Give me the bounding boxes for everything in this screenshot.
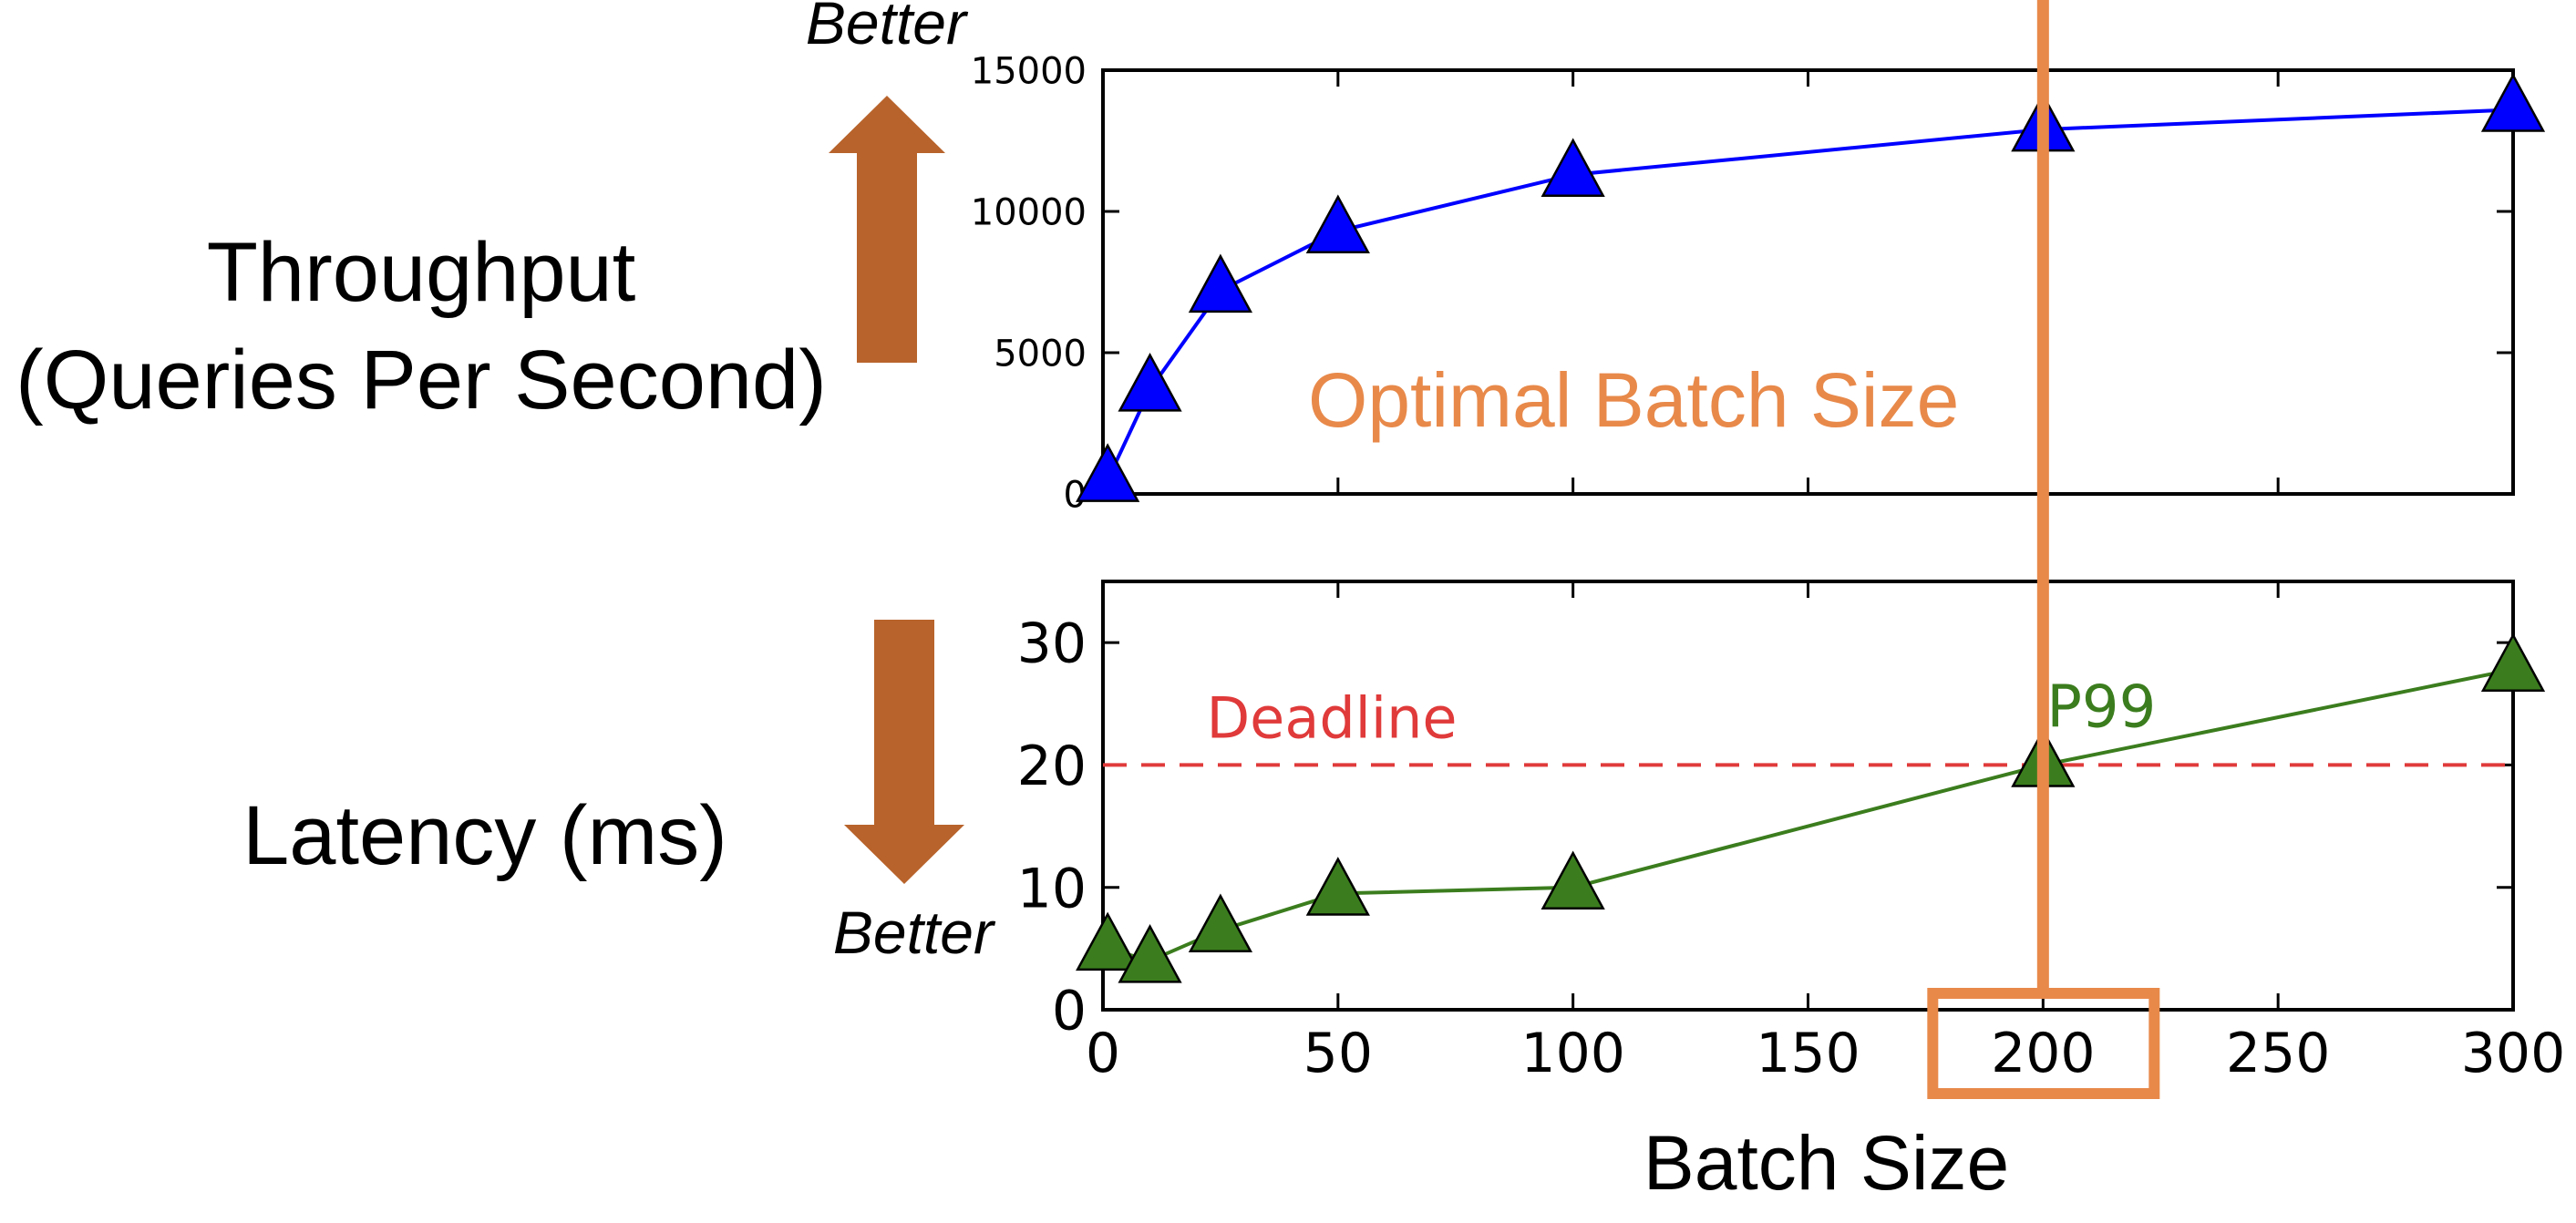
latency-x-tick-label: 200 (1991, 1022, 2096, 1085)
latency-x-tick-label: 50 (1303, 1022, 1373, 1085)
optimal-batch-box (1927, 988, 2160, 1099)
latency-y-tick-label: 0 (1052, 980, 1087, 1043)
latency-plot-frame (1101, 580, 2515, 1012)
latency-label: Latency (ms) (242, 789, 727, 882)
better-down-arrow-icon (844, 620, 964, 884)
latency-y-tick-label: 10 (1017, 857, 1087, 920)
throughput-label-line-1: Throughput (207, 226, 636, 319)
x-axis-label: Batch Size (1643, 1120, 2010, 1206)
latency-x-tick-label: 0 (1086, 1022, 1120, 1085)
throughput-data-point (1188, 253, 1253, 313)
optimal-batch-overlay: Optimal Batch Size (1308, 0, 2160, 1099)
latency-data-point (1118, 924, 1182, 983)
latency-x-tick-label: 100 (1520, 1022, 1625, 1085)
throughput-y-tick-label: 15000 (971, 50, 1087, 92)
latency-data-point (2480, 632, 2546, 693)
latency-data-point (1188, 893, 1253, 953)
latency-deadline-label: Deadline (1206, 684, 1457, 751)
better-label-down: Better (833, 899, 996, 966)
latency-data-point (1540, 850, 1605, 910)
latency-series-label: P99 (2046, 673, 2156, 741)
throughput-data-point (2480, 73, 2546, 132)
latency-y-tick-label: 20 (1017, 735, 1087, 798)
throughput-data-point (1540, 138, 1605, 198)
throughput-data-point (1076, 443, 1140, 502)
optimal-batch-label: Optimal Batch Size (1308, 357, 1959, 443)
better-arrows (829, 96, 964, 884)
better-label-up: Better (806, 0, 969, 57)
throughput-data-point (1118, 353, 1182, 412)
side-labels: Batch Size Throughput (Queries Per Second)… (15, 0, 2009, 1206)
throughput-y-tick-label: 5000 (994, 333, 1087, 375)
latency-data-point (1076, 911, 1140, 971)
latency-chart: 0 50 100 150 200 250 300 0 10 20 30 Deadline P99 (1017, 580, 2566, 1085)
latency-data-point (1305, 857, 1370, 916)
latency-y-tick-label: 30 (1017, 612, 1087, 676)
better-up-arrow-icon (829, 96, 945, 363)
latency-x-tick-label: 150 (1756, 1022, 1860, 1085)
throughput-y-tick-label: 10000 (971, 191, 1087, 233)
throughput-label-line-2: (Queries Per Second) (15, 334, 827, 427)
throughput-data-point (1305, 194, 1370, 254)
latency-x-tick-label: 300 (2461, 1022, 2566, 1085)
latency-x-tick-label: 250 (2226, 1022, 2331, 1085)
